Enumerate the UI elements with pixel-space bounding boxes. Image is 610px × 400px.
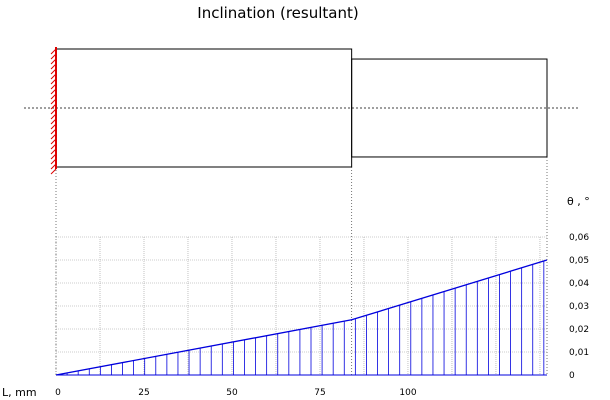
inclination-curve (55, 259, 548, 376)
y-tick-label: 0,06 (569, 233, 589, 243)
y-tick-labels: 0 0,01 0,02 0,03 0,04 0,05 0,06 (569, 233, 589, 381)
y-tick-label: 0 (569, 371, 575, 381)
support-hatch-line (50, 88, 57, 95)
grid (55, 236, 547, 376)
support-hatch-line (50, 123, 57, 130)
x-axis-label: L, mm (2, 386, 37, 399)
support-hatch-line (50, 58, 57, 65)
x-tick-label: 75 (314, 388, 325, 398)
fixed-support (50, 47, 57, 175)
support-hatch-line (50, 83, 57, 90)
x-tick-label: 0 (55, 388, 61, 398)
support-hatch-line (50, 168, 57, 175)
series-line (55, 259, 548, 376)
support-hatch-line (50, 108, 57, 115)
support-hatch-line (50, 103, 57, 110)
x-tick-label: 50 (226, 388, 238, 398)
shaft-section-2 (351, 58, 548, 158)
support-hatch-line (50, 113, 57, 120)
support-hatch-line (50, 118, 57, 125)
support-hatch-line (50, 48, 57, 55)
x-tick-label: 25 (138, 388, 149, 398)
y-axis-label: θ , ° (567, 195, 590, 208)
support-hatch-line (50, 133, 57, 140)
support-hatch-line (50, 143, 57, 150)
support-hatch-line (50, 68, 57, 75)
support-hatch-line (50, 148, 57, 155)
support-hatch-line (50, 93, 57, 100)
support-hatch-line (50, 63, 57, 70)
y-tick-label: 0,04 (569, 279, 589, 289)
support-hatch-line (50, 153, 57, 160)
support-hatch-line (50, 78, 57, 85)
y-tick-label: 0,01 (569, 348, 589, 358)
support-hatch-line (50, 128, 57, 135)
support-hatch-line (50, 53, 57, 60)
area-hatching (56, 260, 547, 376)
support-hatch-line (50, 98, 57, 105)
support-hatch-line (50, 158, 57, 165)
chart-title: Inclination (resultant) (197, 4, 358, 22)
y-tick-label: 0,02 (569, 325, 589, 335)
y-tick-label: 0,05 (569, 256, 589, 266)
x-tick-labels: 0 25 50 75 100 (55, 388, 417, 398)
support-hatch-line (50, 73, 57, 80)
y-tick-label: 0,03 (569, 302, 589, 312)
support-hatch-line (50, 163, 57, 170)
x-tick-label: 100 (399, 388, 416, 398)
shaft-drawing (24, 48, 580, 375)
support-hatch-line (50, 138, 57, 145)
